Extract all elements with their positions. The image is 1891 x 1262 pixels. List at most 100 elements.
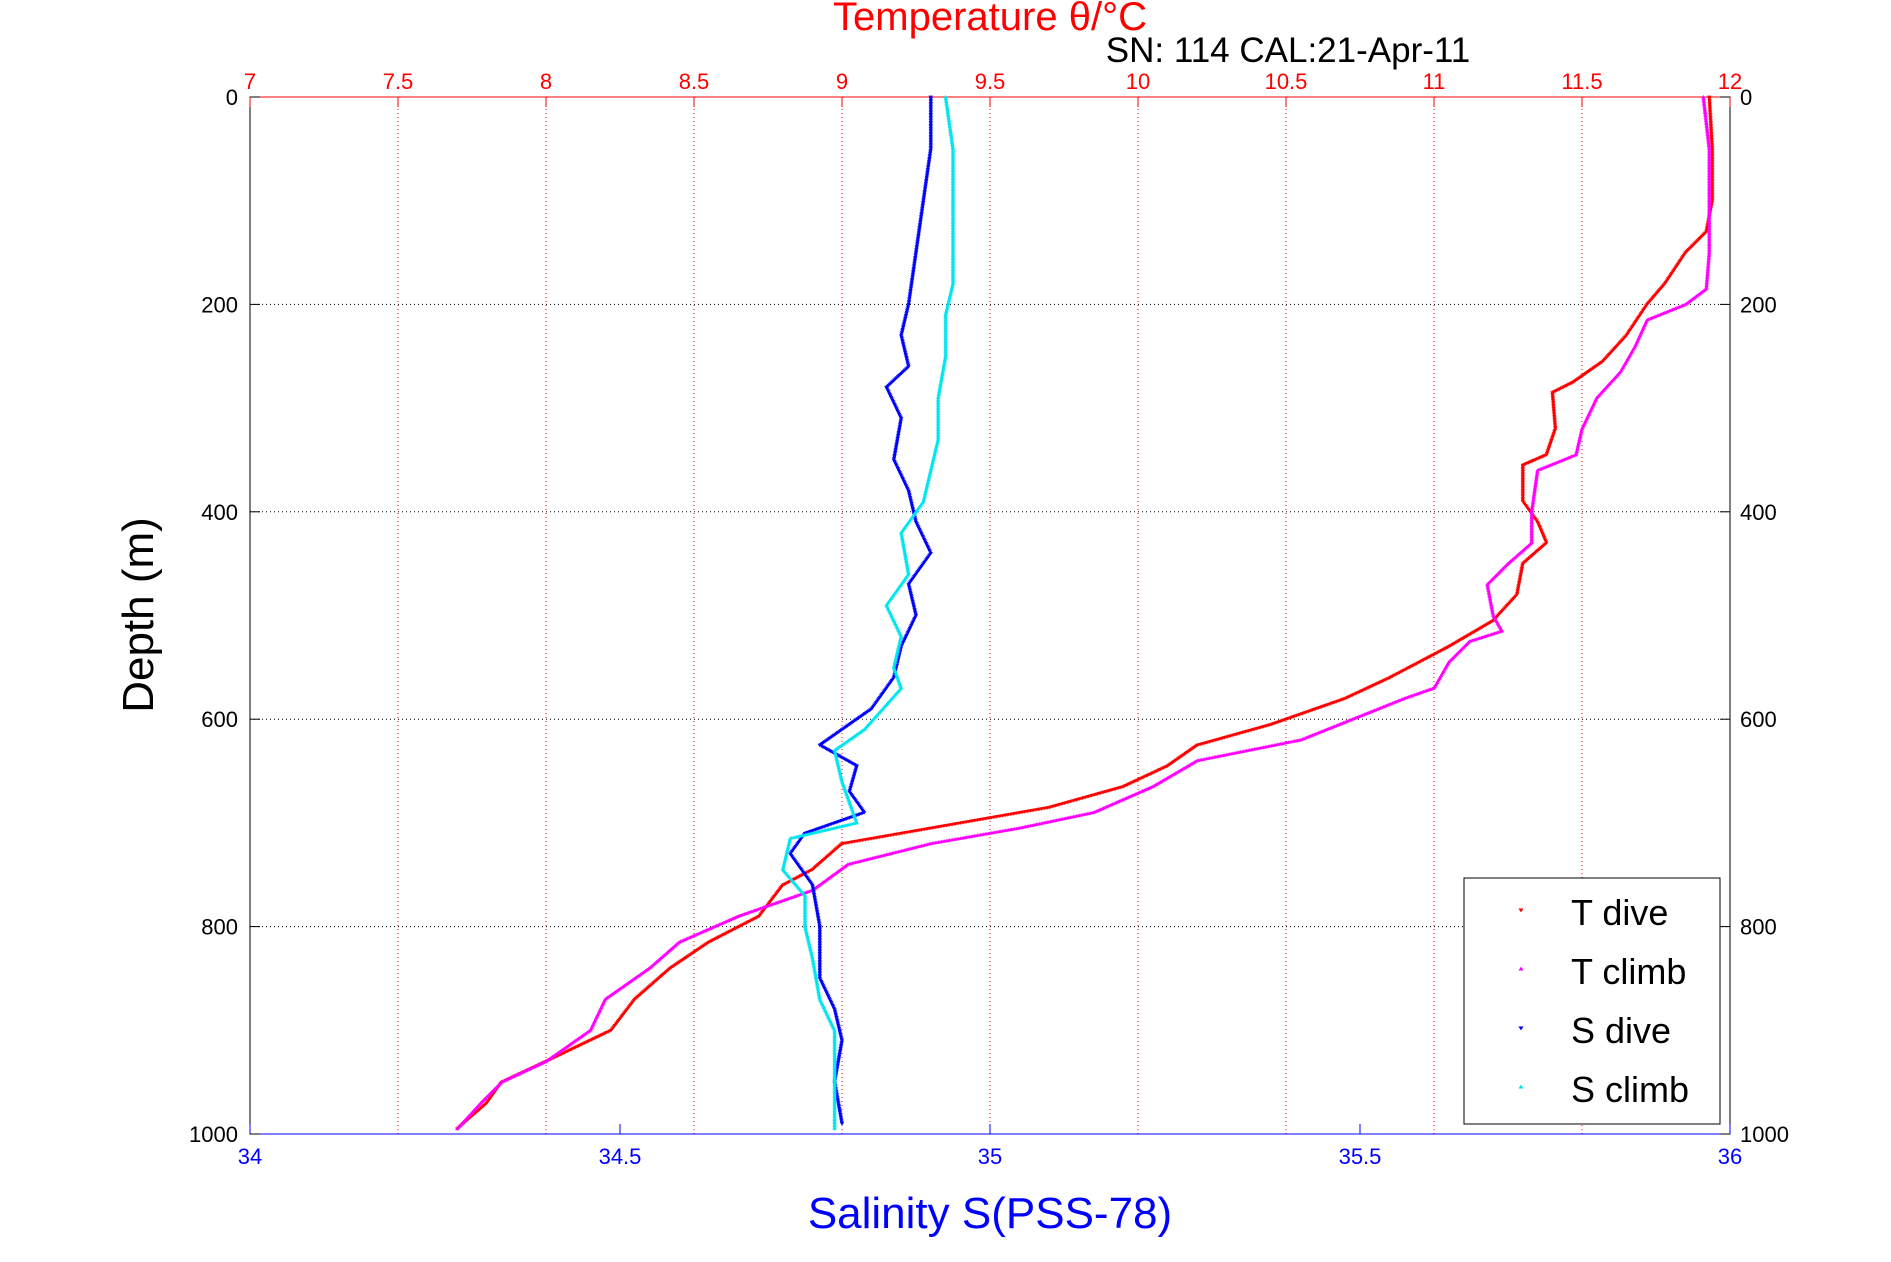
data-point [813, 974, 818, 978]
data-point [1703, 113, 1708, 118]
data-point [950, 143, 955, 148]
data-point [1576, 440, 1582, 444]
data-point [1534, 472, 1540, 477]
data-point [926, 477, 931, 481]
data-point [948, 131, 953, 135]
data-point [1706, 256, 1711, 261]
data-point [905, 567, 910, 571]
data-point [1486, 590, 1491, 594]
data-point [787, 839, 792, 843]
data-point [948, 289, 954, 293]
data-point [783, 856, 788, 860]
data-point [1532, 491, 1537, 495]
data-point [950, 281, 956, 285]
data-point [903, 558, 909, 562]
data-point [1704, 285, 1709, 289]
salinity-tick-label: 35 [978, 1144, 1002, 1169]
data-point [832, 748, 837, 752]
data-point [901, 544, 906, 548]
data-point [813, 975, 819, 980]
data-point [839, 1122, 845, 1126]
data-point [945, 305, 950, 309]
data-point [922, 493, 928, 497]
data-point [1485, 585, 1491, 589]
data-point [905, 565, 910, 570]
data-point [903, 556, 909, 560]
data-point [930, 459, 936, 463]
data-point [1706, 143, 1712, 148]
data-point [814, 981, 820, 986]
data-point [1705, 132, 1710, 137]
data-point [929, 463, 935, 467]
data-point [928, 469, 933, 474]
data-point [787, 838, 793, 842]
data-point [833, 752, 838, 757]
data-point [938, 381, 943, 386]
data-point [803, 926, 808, 930]
data-point [839, 776, 844, 780]
data-point [896, 645, 901, 649]
data-point [1575, 443, 1581, 447]
legend-marker [1518, 1084, 1524, 1089]
data-point [902, 550, 907, 554]
data-point [1534, 471, 1540, 475]
data-point [1535, 469, 1540, 474]
data-point [930, 462, 935, 466]
salinity-tick-label: 34 [238, 1144, 262, 1169]
data-point [817, 994, 822, 998]
data-point [806, 940, 811, 944]
data-point [1529, 508, 1535, 512]
data-point [1705, 135, 1711, 140]
data-point [943, 95, 948, 99]
temperature-tick-label: 8 [540, 69, 552, 94]
data-point [946, 300, 951, 304]
data-point [1575, 445, 1581, 449]
data-point [1579, 428, 1584, 432]
data-point [940, 372, 945, 377]
data-point [943, 354, 948, 358]
data-point [785, 845, 791, 850]
data-point [945, 110, 951, 115]
data-point [837, 768, 842, 772]
legend-marker [1518, 908, 1524, 913]
data-point [950, 142, 955, 146]
data-point [900, 536, 905, 541]
depth-tick-label-left: 0 [226, 85, 238, 110]
temperature-tick-label: 9 [836, 69, 848, 94]
data-point [930, 460, 935, 464]
data-point [931, 457, 936, 461]
data-point [1702, 106, 1707, 110]
data-point [1706, 142, 1711, 146]
data-point [1532, 485, 1538, 489]
data-point [1533, 482, 1538, 486]
data-point [1706, 137, 1711, 141]
data-point [833, 754, 839, 758]
data-point [782, 859, 787, 864]
data-point [896, 643, 902, 647]
data-point [944, 308, 949, 312]
data-point [1705, 267, 1711, 272]
data-point [944, 104, 950, 108]
data-point [950, 284, 955, 289]
data-point [1701, 96, 1706, 100]
data-point [1534, 477, 1539, 481]
data-point [810, 955, 815, 960]
data-point [802, 924, 808, 928]
data-point [944, 101, 949, 105]
data-point [938, 383, 943, 387]
data-point [814, 980, 819, 984]
data-point [1485, 587, 1491, 591]
data-point [948, 129, 953, 133]
data-point [1706, 140, 1711, 144]
data-point [1706, 145, 1712, 149]
data-point [944, 309, 949, 313]
data-point [946, 113, 951, 118]
data-point [904, 562, 910, 567]
data-point [946, 117, 951, 121]
data-point [921, 496, 927, 500]
data-point [817, 995, 822, 999]
data-point [949, 139, 955, 143]
data-point [1706, 260, 1711, 264]
data-point [897, 638, 903, 643]
data-point [1535, 468, 1540, 472]
